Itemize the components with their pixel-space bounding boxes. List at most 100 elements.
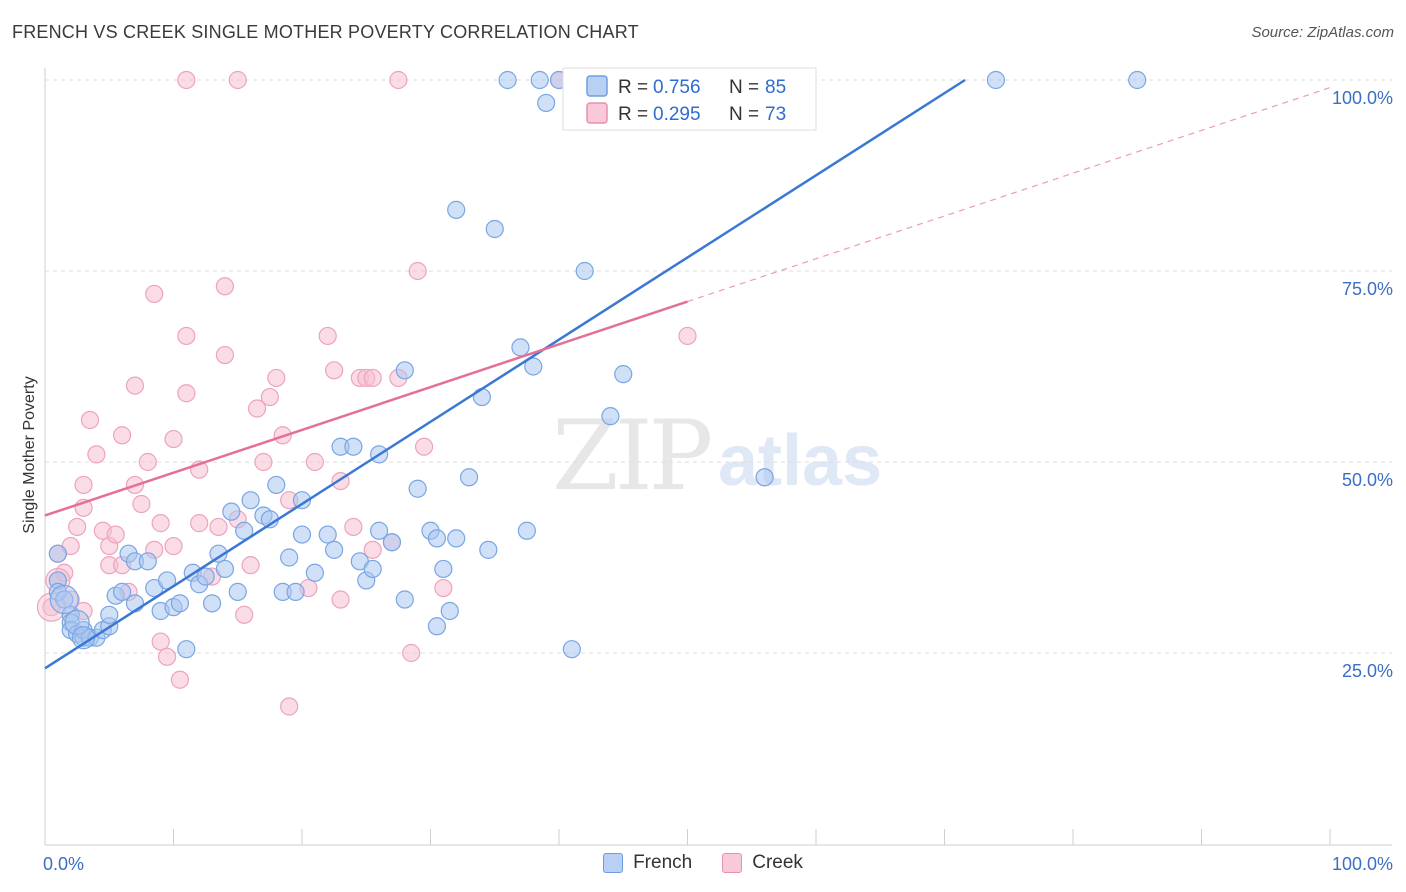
french-point (614, 365, 633, 384)
creek-point (138, 452, 157, 472)
creek-point (215, 277, 234, 296)
french-point (447, 200, 466, 219)
creek-point (363, 368, 382, 388)
creek-point (280, 697, 299, 716)
french-point (241, 491, 260, 510)
creek-point (363, 540, 382, 559)
french-point (440, 601, 459, 621)
trend-lines (44, 78, 966, 670)
creek-point (247, 399, 267, 418)
french-point (363, 559, 382, 579)
french-point (395, 361, 414, 380)
french-point (202, 594, 222, 613)
french-point (408, 479, 427, 498)
creek-point (177, 70, 196, 90)
french-swatch (603, 853, 624, 873)
y-tick-label: 100.0% (1332, 88, 1393, 108)
source-credit: Source: ZipAtlas.com (1251, 24, 1394, 41)
creek-point (215, 345, 234, 365)
legend-box: R = 0.756 N = 85 R = 0.295 N = 73 (562, 67, 817, 131)
french-point (575, 261, 594, 281)
trend-lines-dashed (687, 87, 1331, 303)
french-point (472, 387, 491, 407)
french-point (1128, 70, 1147, 90)
creek-point (112, 426, 132, 445)
creek-point (157, 647, 177, 666)
creek-point (260, 387, 279, 407)
french-point (112, 582, 132, 601)
french-point (986, 70, 1006, 90)
creek-point (344, 517, 363, 537)
creek-point (325, 361, 344, 380)
legend-creek-n-label: N = (729, 104, 759, 125)
french-point (530, 70, 549, 90)
french-point (344, 437, 363, 456)
french-point (601, 407, 620, 426)
french-point (755, 468, 774, 487)
creek-point (106, 525, 125, 544)
axes (44, 68, 1392, 846)
creek-point (267, 368, 286, 388)
french-point (537, 93, 556, 113)
legend-french-r-value: 0.756 (653, 77, 701, 98)
french-point (485, 219, 504, 239)
french-point (228, 582, 247, 601)
creek-point (125, 376, 145, 395)
french-point (517, 521, 536, 540)
french-point (562, 640, 581, 659)
watermark-zip: ZIP (552, 400, 713, 512)
creek-point (434, 578, 453, 598)
creek-point (145, 284, 164, 304)
french-point (292, 525, 312, 544)
creek-point (190, 514, 209, 533)
french-point (524, 357, 543, 376)
french-point (325, 540, 344, 559)
creek-point (164, 429, 183, 449)
legend-item-french[interactable]: French (603, 852, 692, 874)
legend-item-creek[interactable]: Creek (722, 852, 803, 874)
french-point (209, 544, 228, 563)
x-tick-label-max: 100.0% (1332, 854, 1393, 874)
creek-point (331, 590, 350, 609)
french-point (48, 544, 67, 563)
creek-point (235, 605, 254, 624)
french-point (498, 70, 517, 90)
x-tick-label-min: 0.0% (43, 854, 84, 874)
creek-point (254, 452, 273, 472)
french-point (434, 559, 453, 579)
french-point (305, 563, 324, 582)
creek-point (209, 517, 228, 537)
creek-point (177, 384, 196, 403)
creek-point (414, 437, 434, 456)
creek-point (80, 410, 100, 430)
french-point (286, 582, 305, 601)
french-point (382, 533, 402, 552)
creek-points (36, 70, 697, 716)
french-point (370, 521, 389, 540)
french-point (427, 529, 447, 548)
creek-point (164, 536, 183, 556)
legend-creek-swatch (586, 102, 608, 124)
french-point (196, 567, 215, 586)
french-point (267, 475, 286, 495)
y-tick-labels: 25.0% 50.0% 75.0% 100.0% (1332, 88, 1393, 681)
creek-point (241, 556, 260, 575)
french-point (100, 605, 119, 624)
creek-point (151, 632, 170, 651)
legend-creek-r-value: 0.295 (653, 104, 701, 125)
creek-point (389, 70, 408, 90)
creek-point (408, 261, 427, 281)
creek-point (318, 326, 337, 346)
french-point (511, 338, 530, 357)
creek-point (228, 70, 247, 90)
french-point (170, 594, 190, 613)
french-point (395, 590, 414, 609)
legend-french-n-label: N = (729, 77, 759, 98)
creek-trend-line (44, 300, 688, 517)
creek-point (68, 517, 87, 537)
french-point (64, 609, 90, 636)
creek-point (177, 326, 196, 346)
y-tick-label: 50.0% (1342, 470, 1393, 490)
creek-point (74, 475, 93, 495)
